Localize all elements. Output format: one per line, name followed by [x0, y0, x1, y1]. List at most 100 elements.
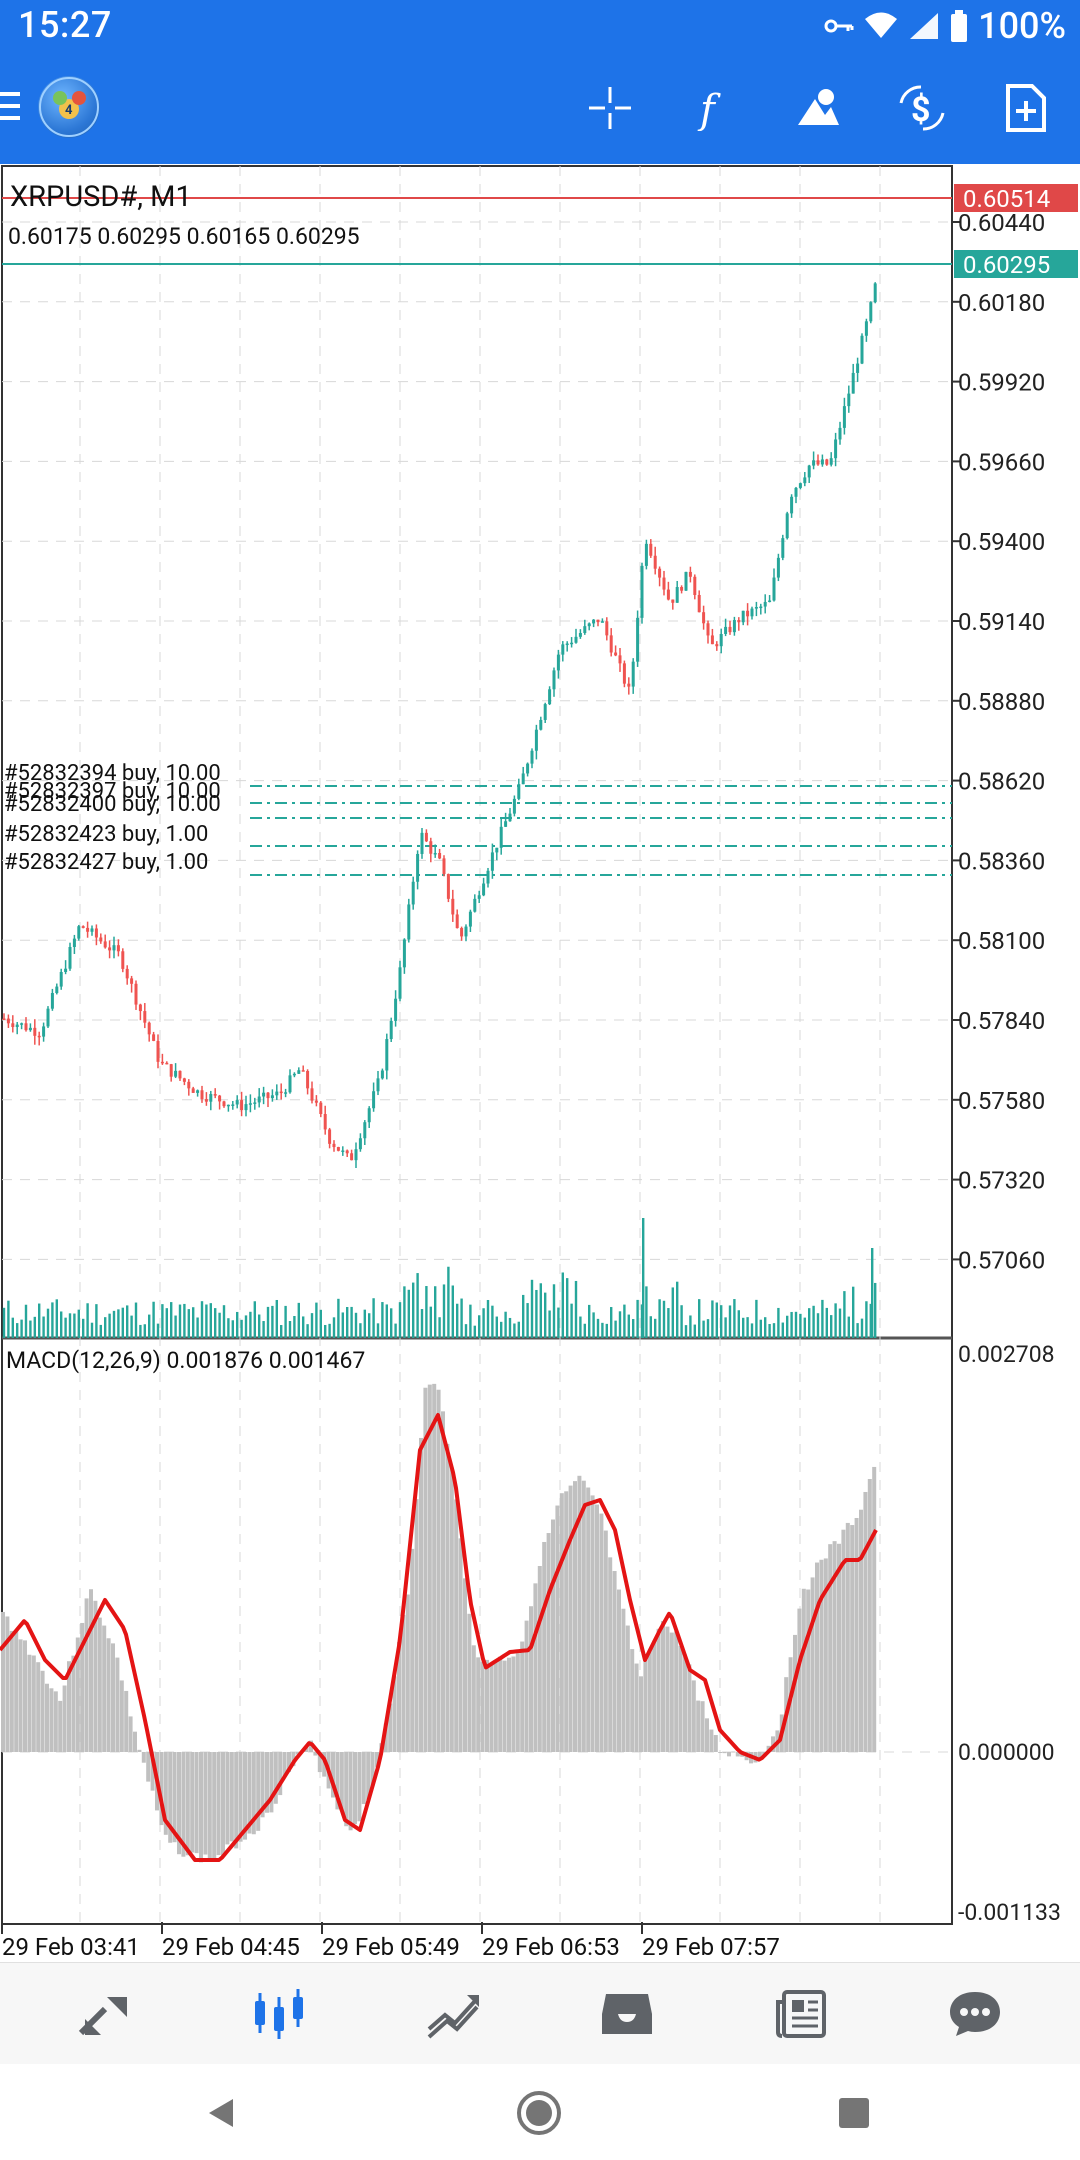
candle-body	[240, 1100, 244, 1111]
macd-histogram-bar	[537, 1565, 542, 1752]
macd-histogram-bar	[696, 1700, 701, 1752]
macd-histogram-bar	[564, 1491, 569, 1752]
macd-histogram-bar	[463, 1578, 467, 1752]
order-label: #52832427 buy, 1.00	[4, 850, 208, 875]
recents-icon[interactable]	[829, 2088, 879, 2138]
candle-body	[600, 621, 604, 623]
macd-histogram-bar	[190, 1752, 195, 1853]
volume-bar	[702, 1320, 705, 1338]
price-chart[interactable]: 0.60440 0.60180 0.59920 0.59660 0.59400 0.591…	[0, 164, 1080, 1964]
macd-histogram-bar	[111, 1643, 115, 1752]
quotes-icon[interactable]	[70, 1983, 140, 2045]
candle-body	[121, 951, 125, 969]
objects-icon[interactable]	[788, 78, 848, 138]
volume-bar	[654, 1318, 657, 1338]
volume-bar	[297, 1302, 300, 1338]
candle-body	[583, 626, 587, 634]
back-icon[interactable]	[196, 2088, 246, 2138]
volume-bar	[280, 1325, 283, 1338]
macd-histogram-bar	[260, 1752, 265, 1818]
macd-histogram-bar	[731, 1751, 736, 1753]
candle-body	[776, 557, 780, 578]
candle-body	[622, 663, 626, 684]
macd-axis-bottom: -0.001133	[958, 1899, 1061, 1926]
candle-body	[389, 1020, 393, 1040]
volume-bar	[618, 1311, 622, 1338]
candle-body	[156, 1040, 160, 1062]
macd-histogram-bar	[555, 1505, 560, 1752]
candle-body	[319, 1102, 323, 1114]
battery-icon	[951, 10, 968, 42]
volume-bar	[192, 1307, 195, 1338]
crosshair-icon[interactable]	[580, 78, 640, 138]
macd-histogram-bar	[278, 1752, 283, 1796]
candle-body	[213, 1094, 217, 1096]
volume-bar	[764, 1317, 767, 1338]
volume-bar	[315, 1302, 318, 1338]
macd-histogram-bar	[353, 1752, 357, 1825]
candle-body	[750, 608, 754, 617]
candle-body	[851, 372, 855, 394]
macd-histogram-bar	[199, 1752, 203, 1863]
macd-histogram-bar	[656, 1628, 661, 1752]
price-axis-label: 0.59920	[958, 369, 1045, 397]
macd-histogram-bar	[304, 1747, 309, 1752]
trade-icon[interactable]	[418, 1983, 488, 2045]
volume-bar	[473, 1325, 476, 1338]
macd-histogram-bar	[533, 1583, 538, 1752]
volume-bar	[108, 1313, 111, 1338]
volume-bar	[200, 1301, 204, 1338]
candle-body	[869, 302, 873, 322]
home-icon[interactable]	[514, 2088, 564, 2138]
volume-bar	[363, 1309, 366, 1338]
macd-histogram-bar	[586, 1487, 591, 1752]
macd-histogram-bar	[652, 1640, 657, 1752]
indicators-icon[interactable]: f	[684, 78, 744, 138]
macd-histogram-bar	[335, 1752, 340, 1810]
candle-body	[143, 1011, 147, 1023]
candle-body	[262, 1092, 266, 1097]
candle-body	[772, 577, 776, 601]
price-axis-label: 0.59140	[958, 608, 1045, 636]
candle-body	[508, 813, 512, 822]
chart-icon[interactable]	[244, 1983, 314, 2045]
macd-histogram-bar	[577, 1475, 582, 1752]
timeframe-dollar-icon[interactable]: $	[892, 78, 952, 138]
macd-histogram-bar	[75, 1637, 80, 1752]
chat-icon[interactable]	[940, 1983, 1010, 2045]
volume-bar	[623, 1304, 626, 1338]
volume-bar	[715, 1302, 718, 1338]
macd-histogram-bar	[841, 1529, 846, 1752]
menu-icon[interactable]	[0, 86, 24, 126]
macd-histogram-bar	[643, 1657, 648, 1752]
app-logo[interactable]: 4	[38, 76, 100, 138]
macd-histogram-bar	[269, 1752, 274, 1813]
volume-bar	[570, 1303, 573, 1338]
candle-body	[732, 620, 736, 633]
candle-body	[68, 946, 72, 969]
news-icon[interactable]	[766, 1983, 836, 2045]
candle-body	[55, 986, 59, 994]
macd-histogram-bar	[678, 1645, 683, 1752]
macd-histogram-bar	[313, 1752, 318, 1756]
chart-area[interactable]: 0.60440 0.60180 0.59920 0.59660 0.59400 0.591…	[0, 164, 1080, 1964]
history-icon[interactable]	[592, 1983, 662, 2045]
macd-histogram-bar	[383, 1723, 388, 1752]
volume-bar	[284, 1305, 287, 1338]
macd-histogram-bar	[546, 1533, 551, 1752]
candle-body	[596, 619, 600, 623]
new-order-icon[interactable]	[996, 78, 1056, 138]
macd-histogram-bar	[49, 1688, 54, 1752]
candle-body	[825, 459, 829, 465]
volume-bar	[381, 1302, 384, 1338]
volume-bar	[645, 1286, 648, 1338]
macd-histogram-bar	[397, 1641, 401, 1752]
volume-bar	[869, 1303, 872, 1338]
wifi-icon	[865, 12, 898, 38]
volume-bar	[42, 1316, 45, 1338]
volume-bar	[266, 1306, 270, 1338]
volume-bar	[464, 1324, 468, 1338]
volume-bar	[614, 1320, 617, 1338]
candle-body	[235, 1100, 239, 1105]
macd-histogram-bar	[599, 1513, 604, 1752]
